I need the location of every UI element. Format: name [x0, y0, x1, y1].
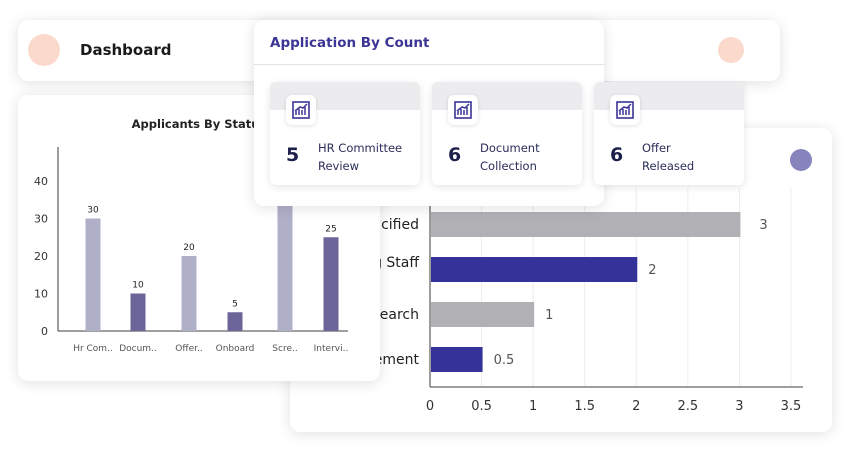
bar: [323, 237, 339, 331]
count-label: Document Collection: [480, 141, 540, 173]
application-by-count-card: Application By Count 5 HR Committee Revie…: [254, 20, 744, 206]
y-tick-label: 0: [41, 325, 48, 338]
bar: [431, 302, 535, 327]
x-tick-label: Docum..: [119, 344, 157, 354]
bar: [277, 173, 293, 331]
x-tick-label: 1.5: [574, 399, 595, 414]
count-value: 6: [610, 144, 624, 166]
data-label: 3: [759, 218, 767, 233]
bar: [431, 347, 483, 372]
data-label: 30: [87, 206, 99, 216]
y-tick-label: 10: [34, 288, 48, 301]
x-tick-label: Onboard: [216, 344, 255, 354]
x-tick-label: Scre..: [272, 344, 297, 354]
bar: [227, 312, 243, 331]
data-label: 25: [325, 224, 336, 234]
y-tick-label: cified: [381, 217, 419, 233]
x-tick-label: Hr Com..: [73, 344, 113, 354]
chart-title: Applicants By Status: [131, 117, 267, 131]
user-avatar[interactable]: [718, 37, 744, 63]
bar: [431, 257, 638, 282]
page-title: Dashboard: [80, 41, 172, 59]
chart-growth-icon: [448, 95, 478, 125]
count-value: 6: [448, 144, 462, 166]
x-tick-label: 3.5: [781, 399, 802, 414]
x-tick-label: 0.5: [471, 399, 492, 414]
y-tick-label: 40: [34, 175, 48, 188]
count-tile-hr-committee-review[interactable]: 5 HR Committee Review: [270, 82, 420, 185]
y-tick-label: 20: [34, 250, 48, 263]
data-label: 10: [132, 281, 144, 291]
x-tick-label: 0: [426, 399, 434, 414]
x-tick-label: 2.5: [678, 399, 699, 414]
data-label: 1: [545, 308, 553, 323]
chart-growth-icon: [286, 95, 316, 125]
y-tick-label: ement: [374, 352, 420, 368]
data-label: 5: [232, 299, 238, 309]
status-dot: [790, 149, 812, 171]
bar: [130, 293, 146, 331]
bar: [85, 218, 101, 331]
x-tick-label: 3: [735, 399, 743, 414]
count-value: 5: [286, 144, 300, 166]
count-tile-document-collection[interactable]: 6 Document Collection: [432, 82, 582, 185]
y-tick-label: 30: [34, 213, 48, 226]
x-tick-label: 2: [632, 399, 640, 414]
x-tick-label: Intervi..: [314, 344, 349, 354]
x-tick-label: Offer..: [175, 344, 202, 354]
divider: [254, 64, 604, 65]
data-label: 20: [183, 243, 195, 253]
bar: [431, 212, 741, 237]
x-tick-label: 1: [529, 399, 537, 414]
count-label: HR Committee Review: [318, 141, 403, 173]
chart-growth-icon: [610, 95, 640, 125]
count-label: Offer Released: [642, 141, 695, 173]
applicants-by-status-chart: 0 10 20 30 40 30 Hr Com.. 10 Docum.. 20 Offer.. 5 On…: [34, 147, 349, 354]
data-label: 0.5: [494, 353, 515, 368]
horizontal-bar-chart: 0 0.5 1 1.5 2 2.5 3 3.5 3 cified 2 g Staff 1 earch 0.5…: [373, 188, 803, 414]
bar: [181, 256, 197, 331]
y-tick-label: g Staff: [373, 255, 419, 271]
card-title: Application By Count: [270, 35, 430, 51]
applicants-by-status-card: Applicants By Status 0 10 20 30 40 30 Hr Com..…: [18, 95, 380, 381]
avatar[interactable]: [28, 34, 60, 66]
data-label: 2: [648, 263, 656, 278]
y-tick-label: earch: [380, 307, 419, 323]
count-tile-offer-released[interactable]: 6 Offer Released: [594, 82, 744, 185]
